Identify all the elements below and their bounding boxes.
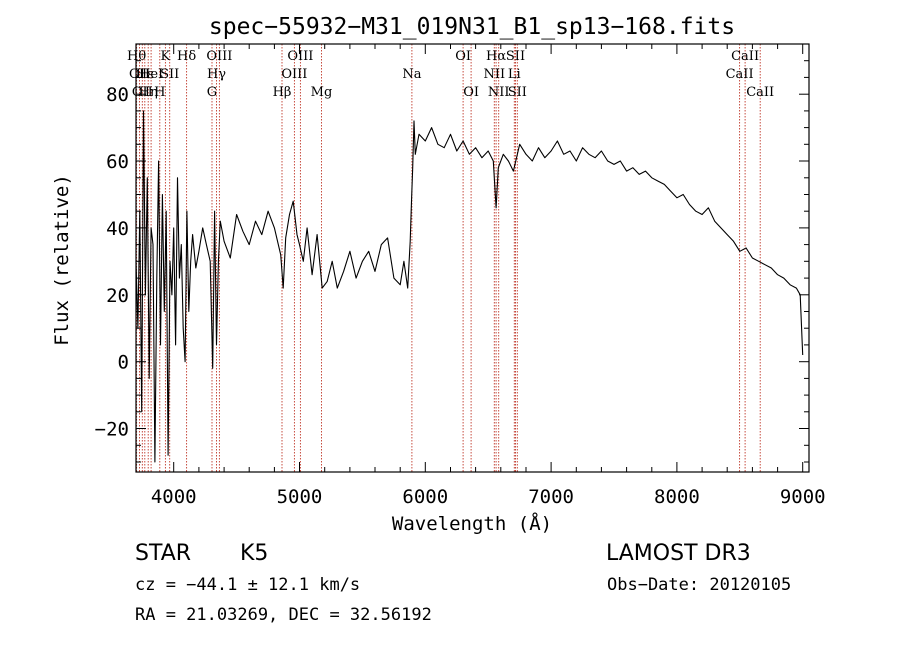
line-label-14: OIII [281, 67, 307, 82]
line-label-19: OI [463, 85, 479, 100]
x-tick-label-7000: 7000 [528, 486, 574, 508]
x-tick-label-9000: 9000 [780, 486, 826, 508]
line-label-28: CaII [746, 85, 774, 100]
y-tick-label-60: 60 [106, 151, 129, 173]
line-label-5: HeI [139, 67, 163, 82]
plot-frame [135, 43, 810, 473]
spectral-line-labels: HθOIIOIIHεHηHeIHKSIIHδGHγOIIIHβOIIIOIIIM… [127, 49, 774, 100]
line-label-2: OII [132, 85, 153, 100]
y-tick-label-40: 40 [106, 218, 129, 240]
line-label-15: OIII [287, 49, 313, 64]
survey-label: LAMOST DR3 [606, 541, 751, 566]
line-label-25: SII [508, 85, 527, 100]
line-label-20: NII [483, 67, 505, 82]
x-axis-label: Wavelength (Å) [392, 512, 552, 535]
line-label-11: Hγ [207, 67, 226, 82]
line-label-9: Hδ [177, 49, 196, 64]
y-tick-label--20: −20 [95, 419, 129, 441]
x-tick-label-6000: 6000 [402, 486, 448, 508]
line-label-22: NII [488, 85, 510, 100]
line-label-26: CaII [726, 67, 754, 82]
line-label-1: OII [129, 67, 150, 82]
y-tick-label-0: 0 [118, 352, 129, 374]
line-label-24: SII [506, 49, 525, 64]
coordinates: RA = 21.03269, DEC = 32.56192 [135, 605, 432, 625]
subclass-label: K5 [240, 541, 268, 566]
line-label-0: Hθ [127, 49, 146, 64]
line-label-7: K [161, 49, 171, 64]
line-label-18: OI [455, 49, 471, 64]
line-label-13: Hβ [273, 85, 292, 100]
line-label-12: OIII [206, 49, 232, 64]
chart-title: spec−55932−M31_019N31_B1_sp13−168.fits [209, 14, 735, 40]
line-label-3: Hε [136, 67, 154, 82]
line-label-10: G [207, 85, 217, 100]
obs-date: Obs−Date: 20120105 [607, 575, 791, 595]
y-tick-label-20: 20 [106, 285, 129, 307]
y-tick-label-80: 80 [106, 84, 129, 106]
line-label-4: Hη [139, 85, 158, 100]
y-axis-label: Flux (relative) [51, 174, 73, 346]
redshift-cz: cz = −44.1 ± 12.1 km/s [135, 575, 360, 595]
line-label-16: Mg [311, 85, 333, 100]
line-label-23: Li [508, 67, 521, 82]
x-tick-label-4000: 4000 [151, 486, 197, 508]
x-tick-label-5000: 5000 [277, 486, 323, 508]
line-label-8: SII [160, 67, 179, 82]
line-label-17: Na [402, 67, 421, 82]
line-label-21: Hα [486, 49, 506, 64]
x-tick-label-8000: 8000 [654, 486, 700, 508]
line-label-27: CaII [731, 49, 759, 64]
class-label: STAR [135, 541, 191, 566]
y-axis: −20 0 20 40 60 80 [95, 60, 809, 463]
spectrum-series-line [135, 110, 804, 463]
line-label-6: H [154, 85, 165, 100]
x-axis: 4000 5000 6000 7000 8000 9000 [151, 44, 826, 508]
